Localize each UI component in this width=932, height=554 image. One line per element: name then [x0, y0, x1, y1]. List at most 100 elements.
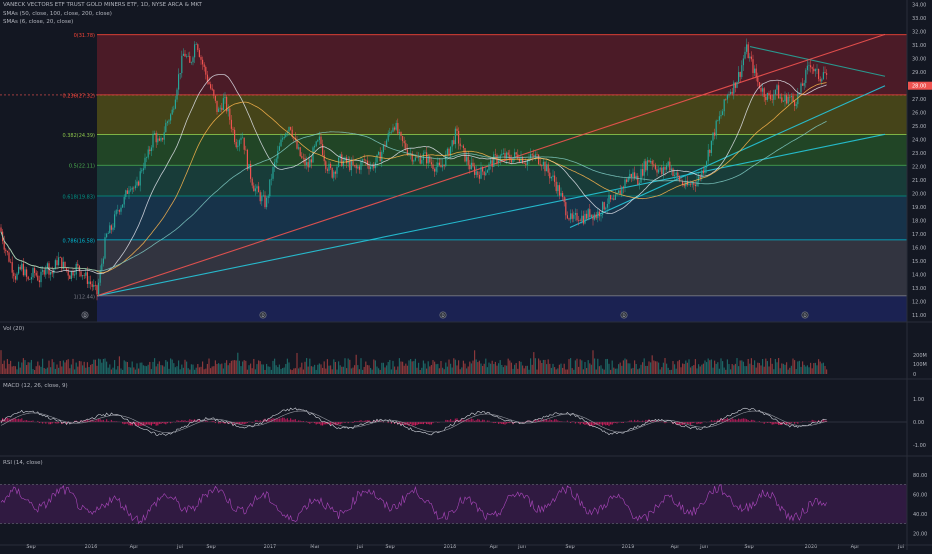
- candle-body: [76, 264, 77, 275]
- volume-bar: [584, 362, 585, 374]
- volume-bar: [471, 363, 472, 374]
- fib-level-label: 0.236(27.32): [62, 93, 95, 99]
- volume-bar: [560, 364, 561, 374]
- volume-bar: [389, 360, 390, 374]
- volume-bar: [333, 359, 334, 374]
- macd-histogram-bar: [240, 422, 241, 424]
- volume-bar: [298, 368, 299, 374]
- volume-bar: [421, 368, 422, 374]
- macd-pane-label: MACD (12, 26, close, 9): [3, 383, 68, 389]
- candle-body: [588, 209, 589, 218]
- volume-bar: [205, 369, 206, 374]
- volume-bar: [397, 366, 398, 374]
- volume-bar: [618, 364, 619, 374]
- candle-body: [359, 166, 360, 169]
- volume-bar: [80, 361, 81, 374]
- macd-histogram-bar: [690, 422, 691, 425]
- volume-bar: [549, 364, 550, 374]
- candle-body: [772, 99, 773, 100]
- candle-body: [229, 108, 230, 119]
- volume-bar: [589, 363, 590, 374]
- candle-body: [756, 69, 757, 78]
- candle-body: [184, 54, 185, 57]
- volume-bar: [469, 362, 470, 374]
- candle-body: [253, 186, 254, 192]
- macd-histogram-bar: [551, 420, 552, 422]
- macd-histogram-bar: [154, 422, 155, 424]
- volume-bar: [812, 368, 813, 374]
- candle-body: [335, 172, 336, 174]
- volume-bar: [244, 360, 245, 374]
- candle-body: [128, 190, 129, 194]
- volume-bar: [221, 364, 222, 374]
- candle-body: [237, 146, 238, 147]
- candle-body: [656, 169, 657, 172]
- volume-bar: [184, 360, 185, 374]
- volume-bar: [172, 360, 173, 374]
- volume-bar: [415, 359, 416, 374]
- fib-level-label: 0.5(22.11): [69, 164, 95, 170]
- macd-histogram-bar: [408, 422, 409, 426]
- volume-bar: [327, 359, 328, 374]
- candle-body: [392, 128, 393, 132]
- candle-body: [136, 182, 137, 186]
- candle-body: [631, 174, 632, 177]
- volume-bar: [24, 360, 25, 374]
- macd-histogram-bar: [600, 422, 601, 424]
- rsi-pane-label: RSI (14, close): [3, 460, 43, 466]
- volume-bar: [772, 364, 773, 374]
- candle-body: [584, 214, 585, 224]
- volume-bar: [31, 360, 32, 374]
- candle-body: [167, 121, 168, 122]
- macd-histogram-bar: [157, 422, 158, 425]
- candle-body: [642, 169, 643, 176]
- macd-histogram-bar: [293, 420, 294, 422]
- candle-body: [125, 190, 126, 197]
- volume-bar: [468, 366, 469, 374]
- volume-bar: [28, 362, 29, 374]
- volume-bar: [245, 361, 246, 374]
- volume-bar: [725, 370, 726, 374]
- macd-histogram-bar: [103, 420, 104, 422]
- volume-bar: [700, 366, 701, 374]
- candle-body: [805, 70, 806, 83]
- volume-bar: [144, 366, 145, 374]
- volume-bar: [544, 360, 545, 374]
- volume-bar: [194, 370, 195, 374]
- candle-body: [552, 176, 553, 177]
- volume-bar: [709, 360, 710, 374]
- candle-body: [804, 83, 805, 86]
- candle-body: [423, 153, 424, 160]
- volume-bar: [341, 367, 342, 374]
- candle-body: [540, 164, 541, 165]
- candle-body: [436, 167, 437, 172]
- volume-bar: [303, 369, 304, 374]
- macd-histogram-bar: [428, 422, 429, 424]
- volume-bar: [615, 369, 616, 374]
- candle-body: [196, 44, 197, 45]
- candle-body: [252, 179, 253, 186]
- volume-bar: [624, 358, 625, 374]
- candle-body: [728, 94, 729, 95]
- candle-body: [466, 157, 467, 162]
- macd-histogram-bar: [733, 419, 734, 422]
- candle-body: [415, 157, 416, 160]
- volume-bar: [154, 358, 155, 374]
- volume-bar: [317, 365, 318, 374]
- volume-bar: [160, 365, 161, 374]
- macd-histogram-bar: [677, 422, 678, 424]
- fib-level-label: 0(31.78): [74, 33, 95, 39]
- candle-body: [236, 142, 237, 147]
- volume-bar: [173, 363, 174, 374]
- volume-bar: [23, 358, 24, 374]
- volume-bar: [634, 360, 635, 374]
- candle-body: [604, 202, 605, 209]
- macd-histogram-bar: [448, 420, 449, 422]
- volume-bar: [669, 370, 670, 374]
- candle-body: [748, 44, 749, 58]
- candle-body: [719, 116, 720, 120]
- candle-body: [813, 69, 814, 71]
- candle-body: [700, 176, 701, 178]
